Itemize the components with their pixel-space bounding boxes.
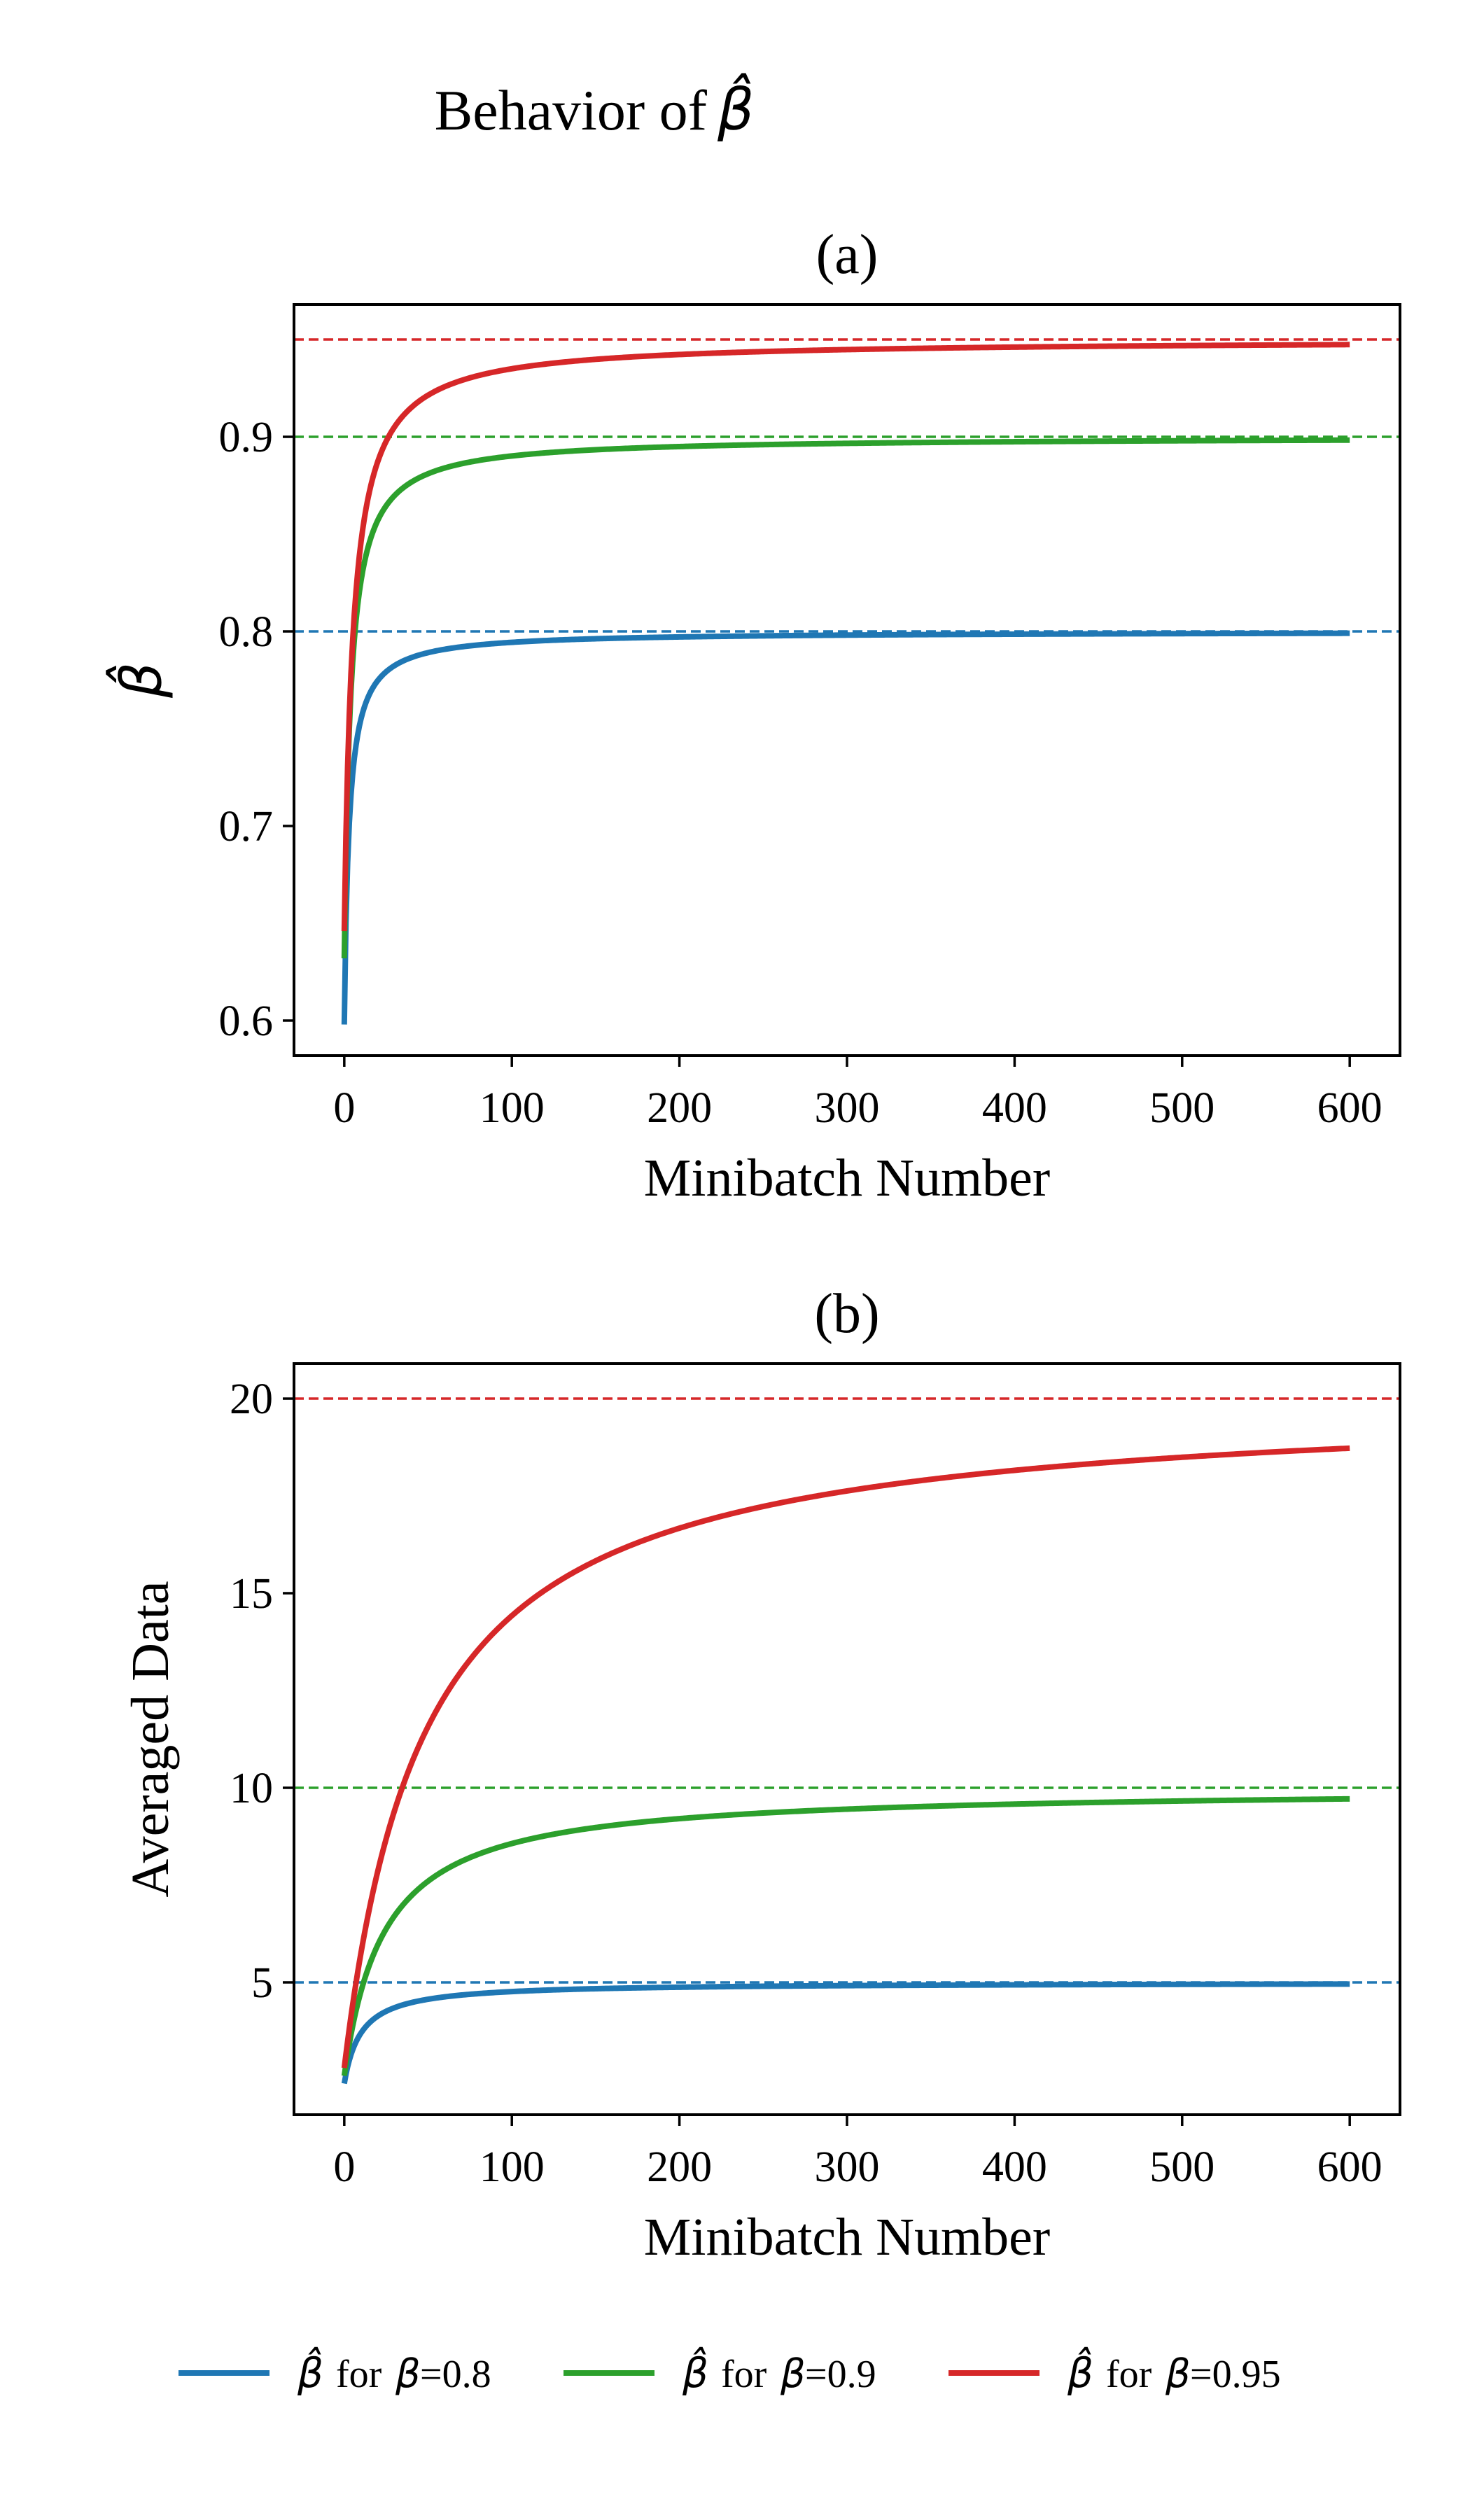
axes-frame	[293, 1362, 1401, 2116]
legend-value-text: =0.8	[420, 2353, 491, 2396]
y-tick-label: 0.7	[219, 803, 274, 850]
x-tick-label: 200	[647, 1084, 712, 1132]
legend-for-text: for	[336, 2353, 382, 2396]
chart-panel-a: (a) 0 100 200 300 400 500 600 0.6 0.7 0.8 0.9 Miniba…	[105, 224, 1401, 1208]
y-tick-label: 10	[230, 1765, 273, 1812]
x-tick-label: 100	[479, 2143, 545, 2191]
y-tick-label: 5	[251, 1959, 273, 2007]
legend-beta-symbol: β	[395, 2351, 421, 2397]
legend-for-text: for	[1106, 2353, 1152, 2396]
series-line-beta-0.8	[341, 1981, 1351, 2085]
legend-beta-hat-symbol: β̂	[682, 2346, 708, 2397]
y-tick-label: 20	[230, 1376, 273, 1423]
series-line-beta-0.95	[341, 1445, 1351, 2068]
x-tick-label: 300	[815, 1084, 880, 1132]
x-axis-label: Minibatch Number	[644, 2208, 1050, 2267]
legend-entry-0: β̂ for β =0.8	[178, 2346, 491, 2397]
y-axis-label: β̂	[105, 662, 174, 699]
series-line-beta-0.8	[341, 630, 1351, 1025]
legend-beta-hat-symbol: β̂	[297, 2346, 323, 2397]
y-tick-label: 15	[230, 1570, 273, 1618]
y-tick-label: 0.9	[219, 414, 274, 461]
y-axis-label: Averaged Data	[121, 1581, 180, 1897]
x-tick-label: 400	[982, 2143, 1047, 2191]
legend-beta-symbol: β	[1165, 2351, 1191, 2397]
x-tick-label: 0	[333, 1084, 355, 1132]
x-tick-label: 600	[1317, 2143, 1382, 2191]
series-line-beta-0.9	[341, 1795, 1351, 2076]
series-line-beta-0.9	[341, 437, 1351, 959]
x-tick-label: 200	[647, 2143, 712, 2191]
x-tick-label: 600	[1317, 1084, 1382, 1132]
legend-for-text: for	[721, 2353, 767, 2396]
legend-value-text: =0.95	[1190, 2353, 1281, 2396]
legend-entry-2: β̂ for β =0.95	[948, 2346, 1281, 2397]
x-tick-label: 300	[815, 2143, 880, 2191]
x-tick-label: 500	[1149, 2143, 1214, 2191]
suptitle-beta-hat-symbol: β̂	[717, 73, 754, 144]
legend-beta-hat-symbol: β̂	[1067, 2346, 1093, 2397]
figure-suptitle: Behavior of β̂	[435, 73, 755, 144]
legend-beta-symbol: β	[780, 2351, 806, 2397]
x-tick-label: 100	[479, 1084, 545, 1132]
x-tick-label: 400	[982, 1084, 1047, 1132]
legend-entry-1: β̂ for β =0.9	[564, 2346, 876, 2397]
legend: β̂ for β =0.8 β̂ for β =0.9 β̂ for β =0.95	[178, 2346, 1281, 2397]
axes-frame	[293, 303, 1401, 1057]
x-axis-label: Minibatch Number	[644, 1149, 1050, 1208]
y-tick-label: 0.6	[219, 997, 274, 1045]
panel-title: (b)	[814, 1283, 879, 1345]
chart-panel-b: (b) 0 100 200 300 400 500 600 5 10 15 20 Minibatch N…	[121, 1283, 1401, 2267]
panel-title: (a)	[816, 224, 878, 286]
y-tick-label: 0.8	[219, 608, 274, 656]
series-line-beta-0.95	[341, 342, 1351, 932]
x-tick-label: 500	[1149, 1084, 1214, 1132]
x-tick-label: 0	[333, 2143, 355, 2191]
suptitle-text: Behavior of	[435, 78, 708, 142]
legend-value-text: =0.9	[805, 2353, 876, 2396]
